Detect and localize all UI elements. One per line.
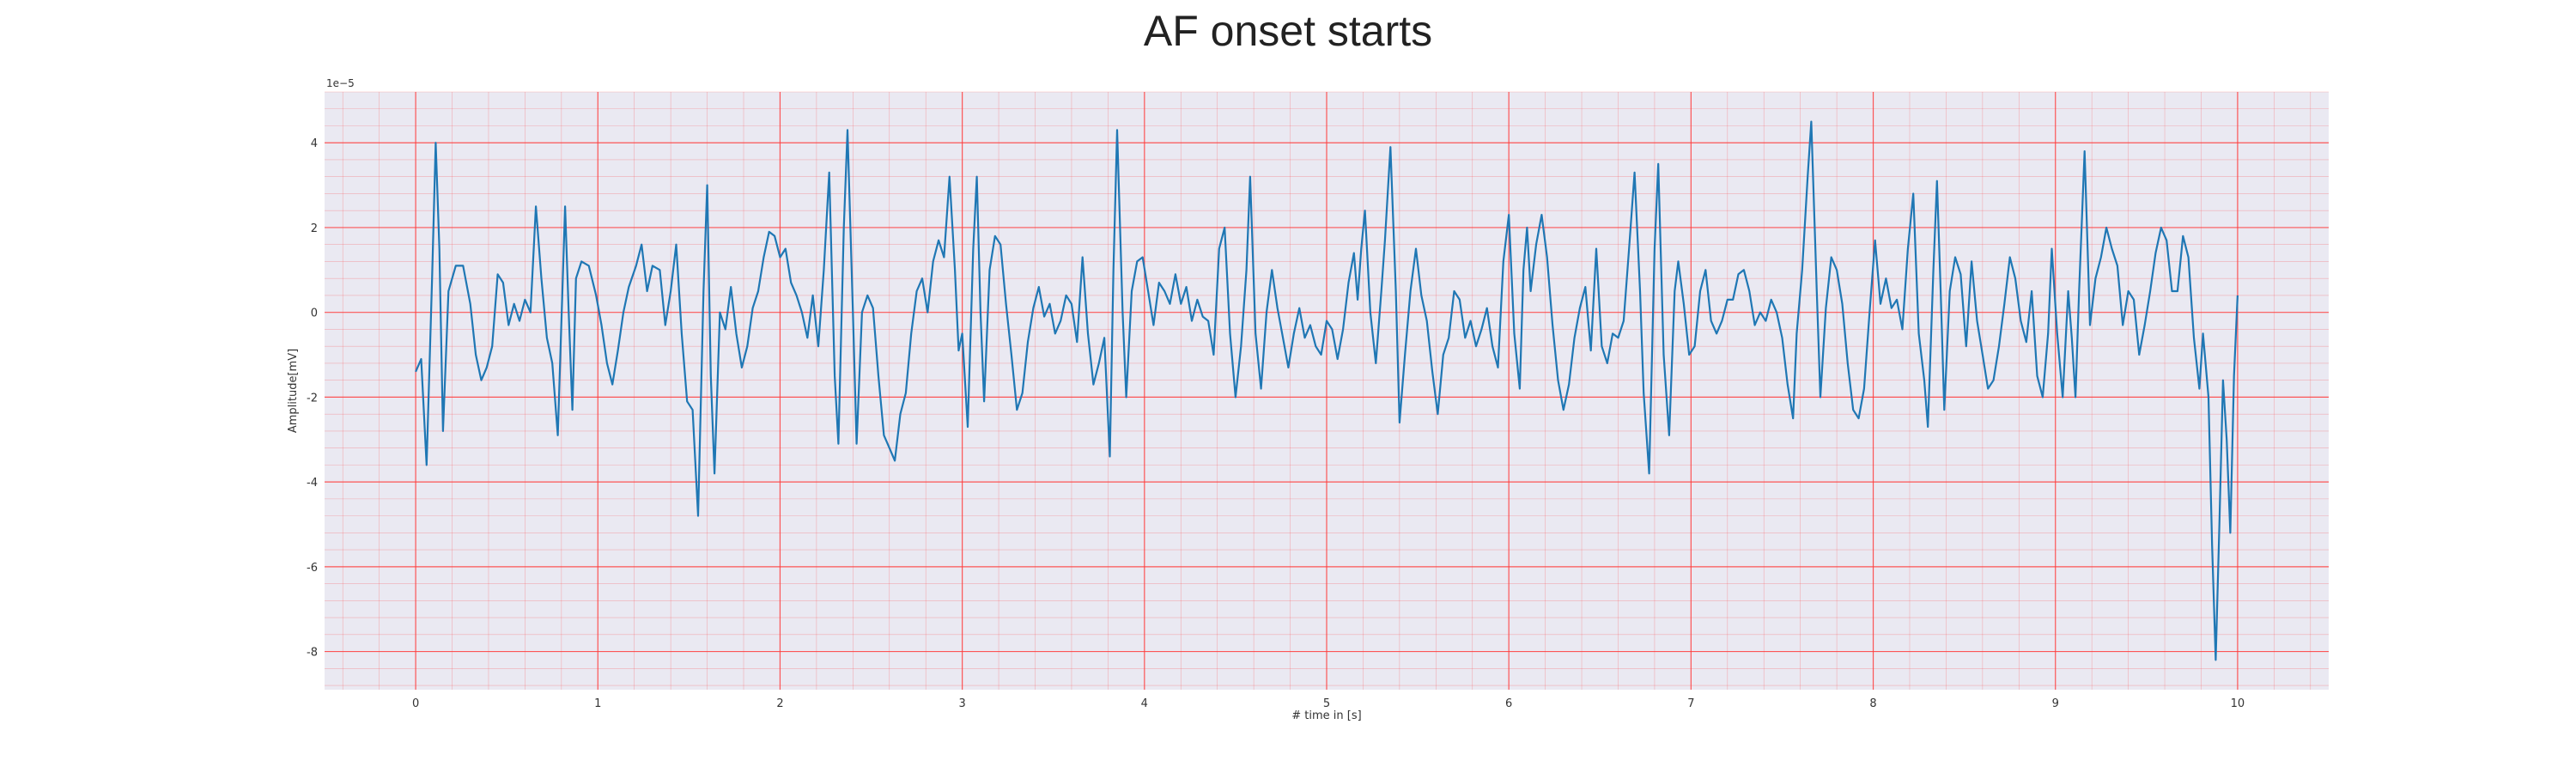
x-tick-label: 9 xyxy=(2052,697,2059,710)
x-tick-label: 10 xyxy=(2231,697,2245,710)
y-tick-label: 0 xyxy=(311,307,318,320)
y-axis-label: Amplitude[mV] xyxy=(287,349,300,433)
chart-title: AF onset starts xyxy=(1144,7,1432,55)
x-tick-label: 2 xyxy=(776,697,783,710)
x-tick-label: 8 xyxy=(1869,697,1876,710)
x-tick-label: 6 xyxy=(1505,697,1512,710)
y-tick-label: -6 xyxy=(307,562,318,575)
x-tick-label: 3 xyxy=(958,697,965,710)
y-offset-label: 1e−5 xyxy=(326,77,355,89)
y-tick-label: 4 xyxy=(311,137,318,150)
y-tick-label: 2 xyxy=(311,222,318,235)
x-tick-label: 4 xyxy=(1141,697,1148,710)
x-tick-label: 1 xyxy=(594,697,601,710)
x-axis: 0 1 2 3 4 5 6 7 8 9 10 xyxy=(412,697,2245,710)
y-axis: -8 -6 -4 -2 0 2 4 xyxy=(307,137,318,659)
x-tick-label: 7 xyxy=(1687,697,1694,710)
y-tick-label: -8 xyxy=(307,647,318,660)
x-tick-label: 0 xyxy=(412,697,419,710)
y-tick-label: -2 xyxy=(307,392,318,405)
x-tick-label: 5 xyxy=(1323,697,1330,710)
y-tick-label: -4 xyxy=(307,477,318,490)
x-axis-label: # time in [s] xyxy=(1291,709,1361,722)
